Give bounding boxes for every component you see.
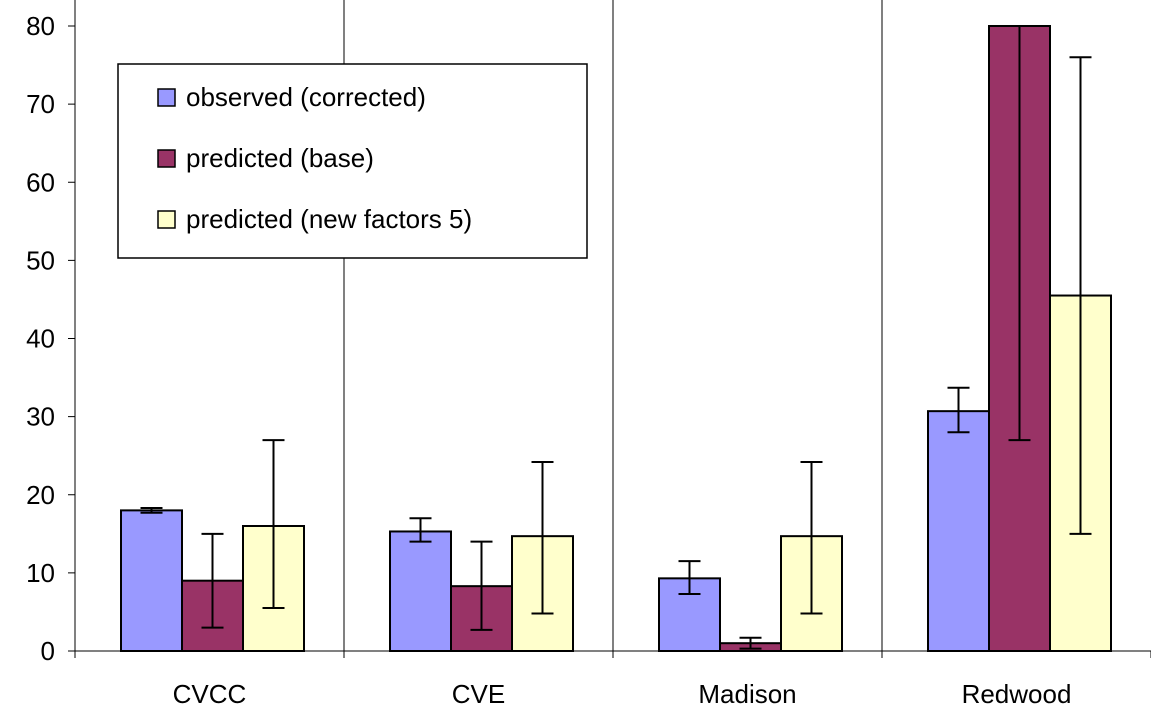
category-label: CVCC xyxy=(173,679,247,709)
y-tick-label: 10 xyxy=(26,558,55,588)
bar-redwood-series-1 xyxy=(928,411,989,651)
y-tick-label: 20 xyxy=(26,480,55,510)
bar-cvcc-series-1 xyxy=(121,510,182,651)
y-tick-label: 80 xyxy=(26,11,55,41)
y-tick-label: 0 xyxy=(41,636,55,666)
bar-cve-series-1 xyxy=(390,531,451,651)
y-tick-label: 40 xyxy=(26,324,55,354)
legend-label-series-1: observed (corrected) xyxy=(186,82,426,112)
category-label: Madison xyxy=(698,679,796,709)
legend-label-series-2: predicted (base) xyxy=(186,143,374,173)
y-tick-label: 70 xyxy=(26,89,55,119)
category-labels: CVCC CVE Madison Redwood xyxy=(173,679,1072,709)
legend-swatch-series-2 xyxy=(158,150,175,167)
legend-swatch-series-3 xyxy=(158,211,175,228)
category-label: Redwood xyxy=(962,679,1072,709)
y-tick-label: 60 xyxy=(26,167,55,197)
legend-swatch-series-1 xyxy=(158,89,175,106)
legend: observed (corrected) predicted (base) pred… xyxy=(118,64,587,258)
y-tick-labels: 0 10 20 30 40 50 60 70 80 xyxy=(26,11,55,666)
legend-label-series-3: predicted (new factors 5) xyxy=(186,204,472,234)
y-tick-label: 50 xyxy=(26,245,55,275)
y-tick-label: 30 xyxy=(26,402,55,432)
category-label: CVE xyxy=(452,679,505,709)
